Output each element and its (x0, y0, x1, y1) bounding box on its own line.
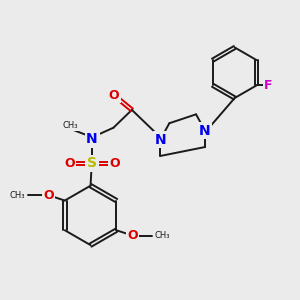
Text: CH₃: CH₃ (63, 122, 78, 130)
Text: N: N (154, 133, 166, 147)
Text: N: N (86, 132, 98, 146)
Text: CH₃: CH₃ (10, 191, 25, 200)
Text: S: S (87, 156, 97, 170)
Text: N: N (199, 124, 211, 138)
Text: O: O (127, 229, 138, 242)
Text: O: O (109, 157, 120, 170)
Text: CH₃: CH₃ (154, 231, 170, 240)
Text: F: F (264, 79, 273, 92)
Text: O: O (109, 88, 119, 101)
Text: O: O (64, 157, 75, 170)
Text: O: O (43, 189, 54, 202)
